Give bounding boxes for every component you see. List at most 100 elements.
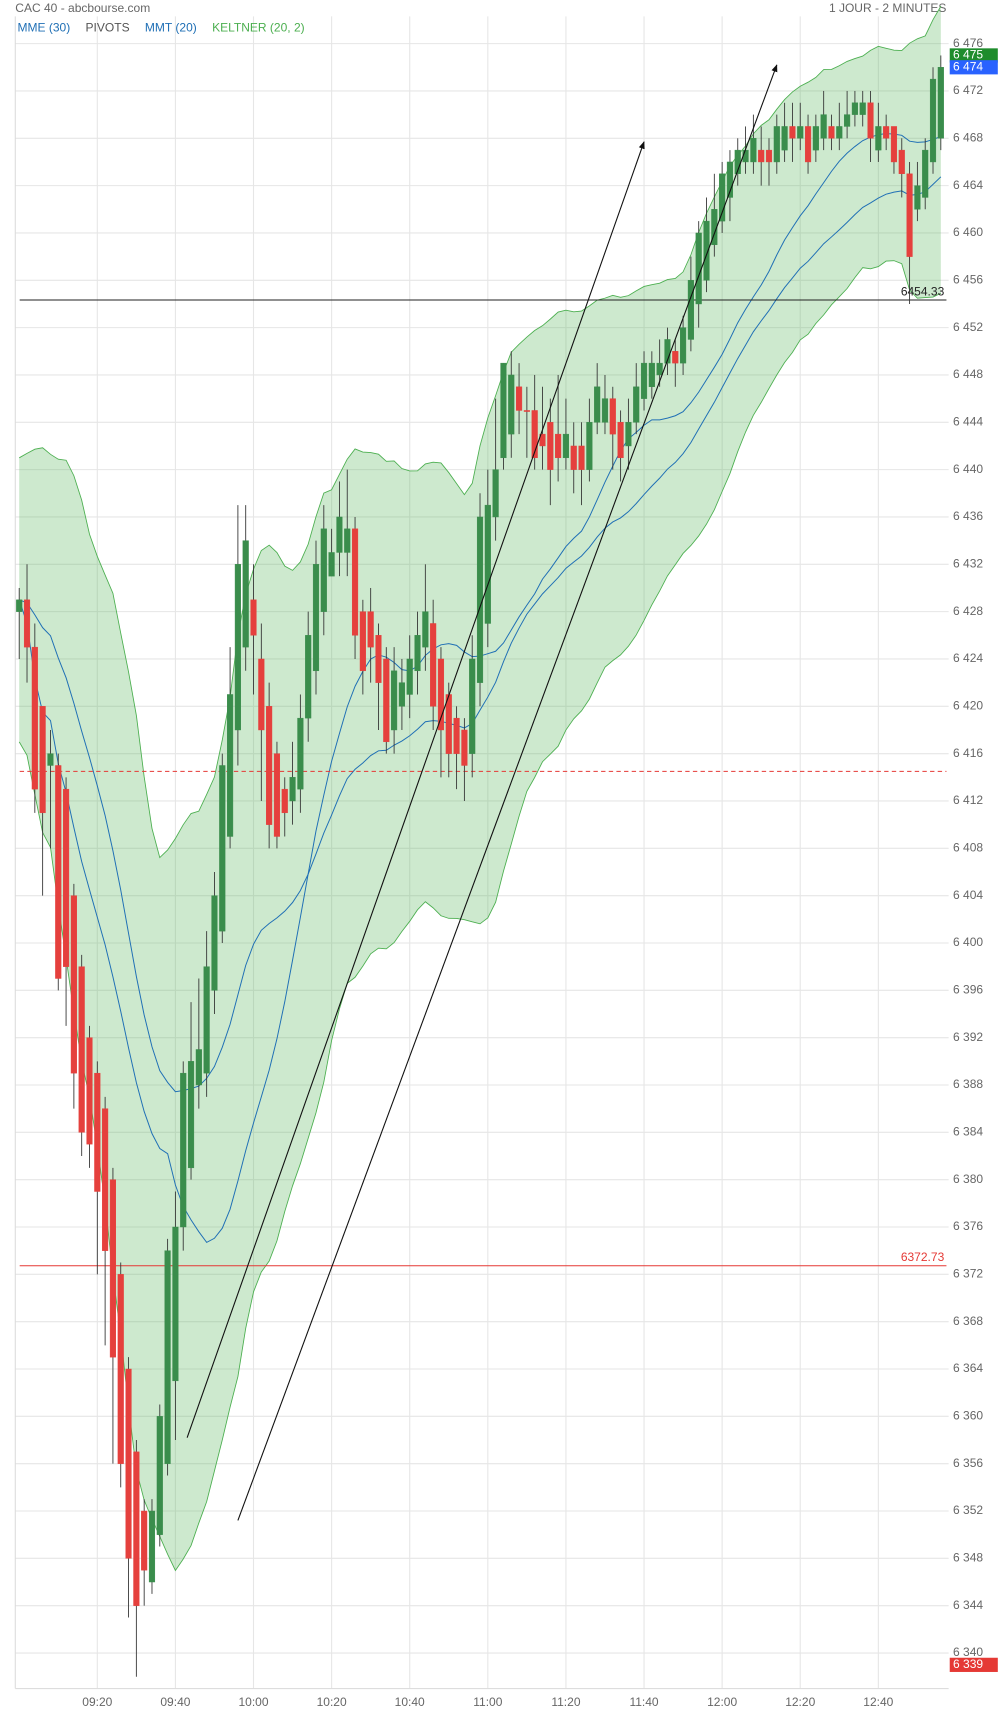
candle-body bbox=[601, 398, 609, 423]
candle-body bbox=[469, 658, 476, 754]
candle-body bbox=[344, 528, 351, 553]
legend-item: KELTNER (20, 2) bbox=[212, 21, 305, 35]
candle-body bbox=[328, 552, 335, 577]
x-tick-label: 09:20 bbox=[82, 1695, 112, 1709]
candle-body bbox=[266, 706, 273, 825]
y-tick-label: 6 392 bbox=[953, 1030, 983, 1044]
candle-body bbox=[250, 599, 257, 636]
candle-body bbox=[680, 327, 687, 364]
candle-body bbox=[898, 149, 905, 175]
candle-body bbox=[633, 386, 640, 423]
candle-body bbox=[836, 126, 843, 139]
candle-body bbox=[219, 765, 226, 932]
y-tick-label: 6 456 bbox=[953, 272, 983, 286]
y-tick-label: 6 464 bbox=[953, 178, 983, 192]
price-badge-label: 6 474 bbox=[953, 59, 983, 73]
candle-body bbox=[570, 445, 577, 470]
candle-body bbox=[516, 386, 523, 411]
y-tick-label: 6 408 bbox=[953, 840, 983, 854]
y-tick-label: 6 376 bbox=[953, 1219, 983, 1233]
candle-body bbox=[828, 126, 835, 139]
candle-body bbox=[508, 374, 515, 435]
y-tick-label: 6 448 bbox=[953, 367, 983, 381]
candle-body bbox=[797, 126, 804, 139]
candle-body bbox=[726, 161, 734, 198]
candle-body bbox=[406, 658, 413, 695]
candle-body bbox=[133, 1451, 140, 1606]
candle-body bbox=[141, 1510, 148, 1571]
legend-item: PIVOTS bbox=[86, 21, 130, 35]
legend-item: MMT (20) bbox=[145, 21, 197, 35]
candle-body bbox=[23, 599, 31, 648]
price-badge-label: 6 475 bbox=[953, 48, 983, 62]
candle-body bbox=[359, 611, 366, 672]
candle-body bbox=[617, 422, 624, 459]
y-tick-label: 6 436 bbox=[953, 509, 983, 523]
legend-item: MME (30) bbox=[17, 21, 70, 35]
x-tick-label: 09:40 bbox=[160, 1695, 190, 1709]
candle-body bbox=[242, 540, 249, 648]
y-tick-label: 6 340 bbox=[953, 1645, 983, 1659]
candle-body bbox=[156, 1416, 163, 1535]
candle-body bbox=[148, 1510, 156, 1583]
y-tick-label: 6 476 bbox=[953, 36, 983, 50]
candle-body bbox=[929, 78, 937, 163]
price-badge bbox=[949, 60, 998, 75]
y-tick-label: 6 440 bbox=[953, 462, 983, 476]
candle-body bbox=[281, 788, 288, 814]
y-tick-label: 6 416 bbox=[953, 746, 983, 760]
y-tick-label: 6 400 bbox=[953, 935, 983, 949]
candle-body bbox=[70, 895, 77, 1074]
candle-body bbox=[539, 433, 546, 447]
y-tick-label: 6 368 bbox=[953, 1314, 983, 1328]
y-tick-label: 6 444 bbox=[953, 414, 983, 428]
candle-body bbox=[586, 422, 593, 470]
candle-body bbox=[789, 126, 796, 139]
x-tick-label: 10:20 bbox=[317, 1695, 347, 1709]
candle-body bbox=[851, 102, 858, 115]
candle-body bbox=[867, 102, 874, 139]
candle-body bbox=[234, 564, 241, 731]
candle-body bbox=[297, 717, 304, 790]
candle-body bbox=[109, 1179, 116, 1358]
y-tick-label: 6 472 bbox=[953, 83, 983, 97]
candle-body bbox=[914, 185, 921, 210]
y-tick-label: 6 356 bbox=[953, 1456, 983, 1470]
candle-body bbox=[445, 694, 452, 754]
candle-body bbox=[687, 280, 694, 340]
chart-title: CAC 40 - abcbourse.com bbox=[15, 1, 150, 15]
candle-body bbox=[453, 717, 460, 754]
candle-body bbox=[437, 658, 445, 731]
level-label: 6454.33 bbox=[901, 285, 945, 299]
y-tick-label: 6 468 bbox=[953, 130, 983, 144]
candle-body bbox=[211, 895, 218, 991]
candle-body bbox=[367, 611, 374, 648]
candle-body bbox=[78, 966, 85, 1133]
y-tick-label: 6 460 bbox=[953, 225, 983, 239]
y-tick-label: 6 348 bbox=[953, 1551, 983, 1565]
keltner-lower bbox=[18, 260, 942, 1572]
candle-body bbox=[672, 351, 679, 364]
candle-body bbox=[336, 516, 343, 553]
candle-body bbox=[180, 1072, 187, 1228]
y-tick-label: 6 388 bbox=[953, 1077, 983, 1091]
y-tick-label: 6 380 bbox=[953, 1172, 983, 1186]
candle-body bbox=[39, 706, 46, 814]
candle-body bbox=[922, 149, 929, 198]
candle-body bbox=[391, 670, 398, 731]
candle-body bbox=[289, 777, 296, 802]
x-tick-label: 10:40 bbox=[395, 1695, 425, 1709]
y-tick-label: 6 344 bbox=[953, 1598, 983, 1612]
candle-body bbox=[562, 433, 569, 459]
y-tick-label: 6 352 bbox=[953, 1503, 983, 1517]
candle-body bbox=[203, 966, 210, 1074]
candle-body bbox=[375, 635, 382, 683]
x-tick-label: 11:40 bbox=[629, 1695, 658, 1709]
candle-body bbox=[94, 1072, 101, 1192]
candle-body bbox=[781, 126, 788, 151]
x-tick-label: 12:40 bbox=[863, 1695, 893, 1709]
candle-body bbox=[547, 422, 554, 470]
y-tick-label: 6 404 bbox=[953, 888, 983, 902]
